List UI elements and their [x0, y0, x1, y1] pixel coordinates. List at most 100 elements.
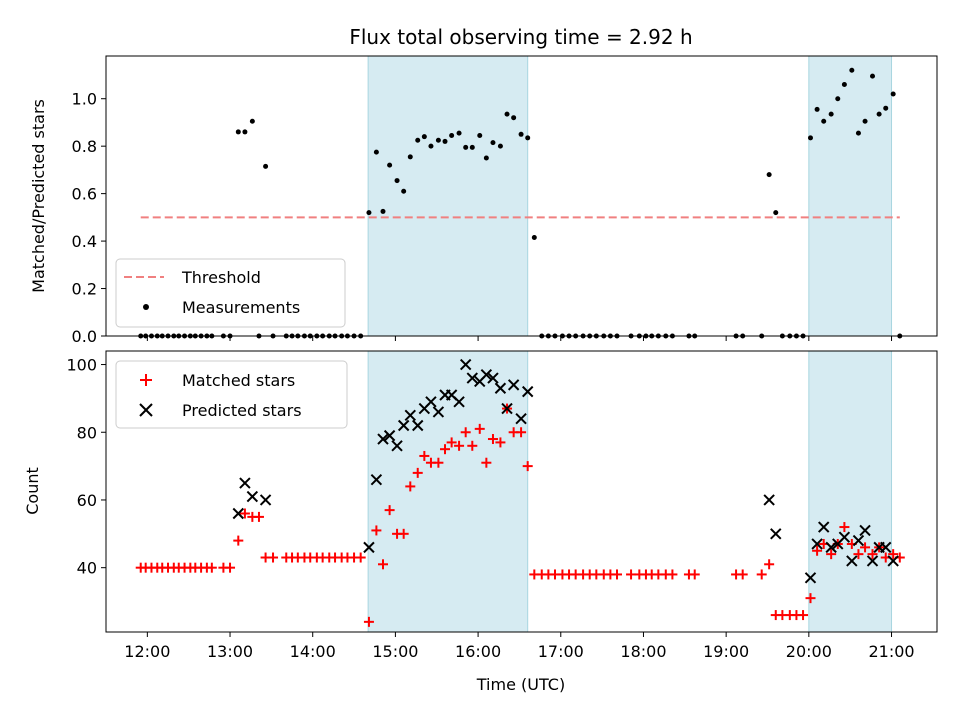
top-shaded-intervals — [367, 56, 893, 336]
matched-star-point — [398, 528, 409, 539]
matched-star-point — [522, 461, 533, 472]
predicted-stars-series — [232, 358, 899, 584]
predicted-star-point — [818, 521, 830, 533]
predicted-star-point — [866, 555, 879, 567]
measurement-point — [366, 210, 372, 216]
measurement-point — [249, 118, 255, 124]
bottom-y-tick-label: 60 — [77, 491, 97, 510]
measurement-point — [518, 131, 524, 137]
matched-star-point — [460, 427, 471, 438]
measurements-legend-swatch — [143, 304, 149, 310]
matched-stars-series — [135, 403, 905, 627]
top-shaded-interval — [368, 56, 528, 336]
predicted-star-point — [232, 507, 245, 520]
predicted-star-point — [425, 396, 437, 408]
x-tick-label: 13:00 — [207, 642, 253, 661]
measurement-point — [876, 111, 882, 117]
bottom-shaded-interval — [808, 351, 892, 632]
measurement-point — [841, 81, 847, 87]
bottom-y-tick-label: 100 — [66, 356, 97, 375]
matched-star-point — [764, 559, 775, 570]
measurement-point — [773, 210, 779, 216]
top-legend: Threshold Measurements — [115, 258, 346, 328]
measurement-point — [883, 105, 889, 111]
predicted-star-point — [487, 372, 499, 384]
x-tick-label: 21:00 — [868, 642, 914, 661]
bottom-x-ticks: 12:00 13:00 14:00 15:00 16:00 17:00 18:00 19:00… — [124, 632, 915, 661]
matched-star-point — [474, 423, 485, 434]
predicted-star-point — [880, 541, 892, 554]
predicted-star-point — [397, 419, 410, 432]
measurement-point — [380, 208, 386, 214]
matched-star-point — [363, 616, 374, 627]
predicted-star-point — [811, 538, 823, 550]
measurement-point — [442, 138, 448, 144]
measurement-point — [428, 143, 434, 149]
top-y-tick-label: 0.2 — [72, 280, 97, 299]
measurement-point — [862, 118, 868, 124]
matched-star-point — [446, 437, 457, 448]
matched-star-point — [495, 437, 506, 448]
top-plot-frame — [105, 55, 938, 337]
measurement-point — [235, 129, 241, 135]
predicted-star-point — [838, 531, 851, 543]
measurement-point — [511, 115, 517, 121]
matched-star-point — [853, 549, 864, 560]
predicted-star-point — [404, 409, 416, 422]
measurement-point — [401, 188, 407, 194]
matched-star-point — [378, 559, 388, 570]
bottom-plot: 40 60 80 100 12:00 13:00 14:00 15:00 16:00 17:00… — [23, 350, 938, 694]
measurements-series — [138, 67, 903, 339]
bottom-legend: Matched stars Predicted stars — [115, 360, 348, 429]
bottom-y-axis-label: Count — [23, 467, 42, 515]
measurement-point — [435, 137, 441, 143]
matched-star-point — [371, 525, 382, 536]
measurement-point — [497, 143, 503, 149]
matched-star-point — [612, 569, 623, 580]
measurement-point — [814, 106, 820, 112]
matched-star-point — [737, 569, 748, 580]
predicted-star-point — [453, 396, 465, 408]
measurement-point — [531, 235, 537, 241]
matched-star-point — [225, 562, 236, 573]
matched-star-point — [253, 511, 264, 522]
predicted-star-point — [459, 358, 472, 371]
predicted-star-point — [377, 433, 389, 445]
measurement-point — [855, 130, 861, 136]
top-y-tick-label: 1.0 — [72, 90, 97, 109]
bottom-y-ticks: 40 60 80 100 — [66, 356, 106, 578]
matched-star-point — [805, 593, 816, 604]
predicted-star-point — [259, 494, 272, 506]
matched-star-point — [268, 552, 279, 563]
x-tick-label: 17:00 — [538, 642, 584, 661]
top-plot: 0.0 0.2 0.4 0.6 0.8 1.0 Matched/Predicted sta… — [29, 55, 938, 346]
bottom-y-tick-label: 80 — [77, 423, 97, 442]
measurement-point — [242, 129, 248, 135]
matched-star-point — [233, 535, 244, 546]
matched-star-point — [667, 569, 678, 580]
predicted-star-point — [501, 402, 513, 415]
matched-star-point — [826, 549, 837, 560]
measurement-point — [477, 132, 483, 138]
predicted-star-point — [466, 372, 479, 384]
measurements-legend-label: Measurements — [182, 298, 300, 317]
matched-star-point — [384, 505, 395, 516]
measurement-point — [387, 162, 393, 168]
matched-star-point — [516, 427, 527, 438]
x-tick-label: 20:00 — [786, 642, 832, 661]
predicted-legend-label: Predicted stars — [182, 401, 302, 420]
predicted-star-point — [391, 440, 403, 452]
matched-star-point — [756, 569, 767, 580]
matched-star-point — [689, 569, 700, 580]
matched-star-point — [481, 457, 492, 468]
top-y-axis-label: Matched/Predicted stars — [29, 99, 48, 293]
predicted-star-point — [804, 572, 817, 584]
measurement-point — [373, 149, 379, 155]
matched-star-point — [412, 467, 423, 478]
measurement-point — [525, 135, 531, 141]
matched-star-point — [355, 552, 366, 563]
predicted-star-point — [412, 419, 424, 432]
matched-star-point — [206, 562, 217, 573]
measurement-point — [407, 154, 413, 160]
matched-legend-label: Matched stars — [182, 371, 295, 390]
